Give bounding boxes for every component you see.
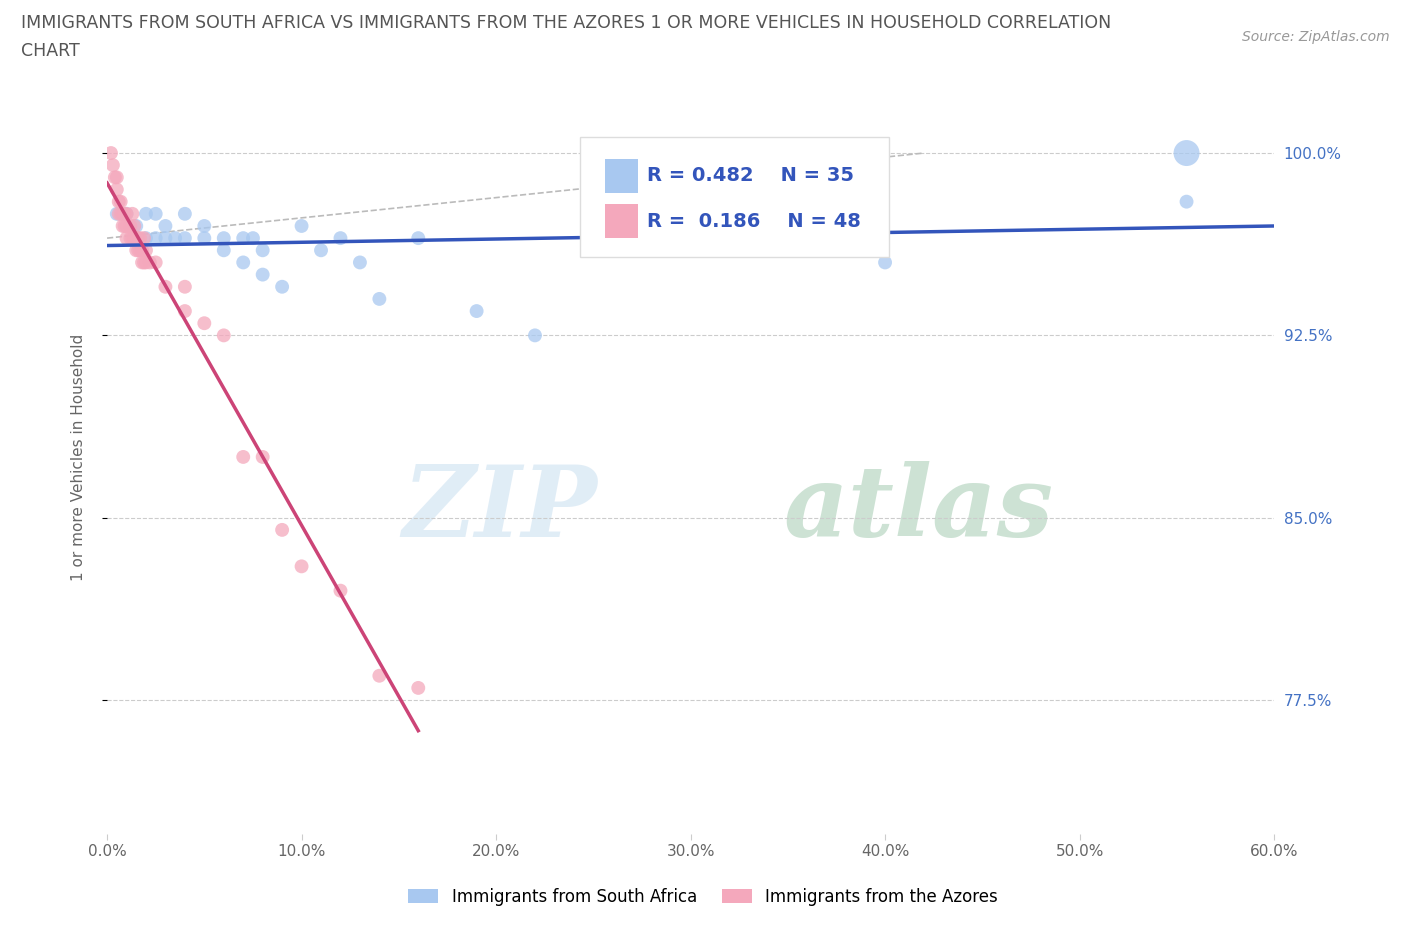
Point bbox=[329, 231, 352, 246]
Point bbox=[155, 219, 177, 233]
Text: ZIP: ZIP bbox=[402, 461, 598, 558]
Point bbox=[135, 206, 157, 221]
Point bbox=[114, 206, 136, 221]
Point bbox=[131, 255, 153, 270]
Point bbox=[406, 681, 429, 696]
Point bbox=[640, 219, 662, 233]
Point bbox=[349, 255, 371, 270]
Point bbox=[100, 146, 122, 161]
Point bbox=[155, 231, 177, 246]
Point bbox=[155, 279, 177, 294]
FancyBboxPatch shape bbox=[606, 159, 638, 193]
Point bbox=[107, 194, 129, 209]
Point bbox=[290, 559, 312, 574]
Point bbox=[271, 523, 294, 538]
Text: R = 0.482    N = 35: R = 0.482 N = 35 bbox=[647, 166, 855, 185]
Point bbox=[271, 279, 294, 294]
Point bbox=[124, 219, 146, 233]
Point bbox=[135, 255, 157, 270]
Point bbox=[115, 219, 138, 233]
Point bbox=[129, 231, 152, 246]
Text: IMMIGRANTS FROM SOUTH AFRICA VS IMMIGRANTS FROM THE AZORES 1 OR MORE VEHICLES IN: IMMIGRANTS FROM SOUTH AFRICA VS IMMIGRAN… bbox=[21, 14, 1111, 32]
Point bbox=[132, 255, 155, 270]
Point bbox=[1175, 146, 1198, 161]
Point bbox=[125, 231, 148, 246]
Point bbox=[105, 170, 128, 185]
Point bbox=[127, 231, 149, 246]
Point bbox=[115, 206, 138, 221]
Text: atlas: atlas bbox=[785, 461, 1054, 558]
Point bbox=[193, 316, 215, 331]
Point bbox=[173, 231, 195, 246]
Point bbox=[173, 303, 195, 318]
FancyBboxPatch shape bbox=[606, 205, 638, 238]
Point bbox=[368, 291, 391, 306]
Point bbox=[193, 219, 215, 233]
Point bbox=[145, 255, 167, 270]
Point bbox=[290, 219, 312, 233]
Text: CHART: CHART bbox=[21, 42, 80, 60]
Point bbox=[104, 170, 127, 185]
Point bbox=[139, 255, 162, 270]
Point bbox=[406, 231, 429, 246]
Point bbox=[212, 243, 235, 258]
Point bbox=[120, 231, 142, 246]
Point bbox=[115, 206, 138, 221]
Point bbox=[129, 243, 152, 258]
Point bbox=[105, 206, 128, 221]
Point bbox=[523, 328, 546, 343]
Point bbox=[110, 206, 132, 221]
Point bbox=[114, 219, 136, 233]
Point bbox=[127, 243, 149, 258]
Point bbox=[368, 669, 391, 684]
Point bbox=[125, 243, 148, 258]
Text: R =  0.186    N = 48: R = 0.186 N = 48 bbox=[647, 211, 862, 231]
Point bbox=[232, 449, 254, 464]
Point bbox=[242, 231, 264, 246]
Point bbox=[121, 206, 143, 221]
Point bbox=[173, 206, 195, 221]
Point bbox=[135, 231, 157, 246]
Point bbox=[173, 279, 195, 294]
Point bbox=[640, 231, 662, 246]
Point bbox=[111, 219, 134, 233]
Point bbox=[873, 255, 896, 270]
Point bbox=[105, 182, 128, 197]
Point bbox=[131, 243, 153, 258]
Point bbox=[329, 583, 352, 598]
Point bbox=[165, 231, 187, 246]
Legend: Immigrants from South Africa, Immigrants from the Azores: Immigrants from South Africa, Immigrants… bbox=[402, 881, 1004, 912]
Point bbox=[252, 243, 274, 258]
Point bbox=[101, 158, 124, 173]
Point bbox=[232, 255, 254, 270]
Point bbox=[132, 231, 155, 246]
Y-axis label: 1 or more Vehicles in Household: 1 or more Vehicles in Household bbox=[72, 333, 86, 580]
Point bbox=[193, 231, 215, 246]
Point bbox=[212, 231, 235, 246]
Point bbox=[1175, 194, 1198, 209]
Point bbox=[120, 219, 142, 233]
FancyBboxPatch shape bbox=[579, 137, 889, 258]
Point bbox=[124, 231, 146, 246]
Point bbox=[145, 231, 167, 246]
Point bbox=[252, 449, 274, 464]
Point bbox=[111, 206, 134, 221]
Text: Source: ZipAtlas.com: Source: ZipAtlas.com bbox=[1241, 30, 1389, 44]
Point bbox=[135, 243, 157, 258]
Point bbox=[115, 231, 138, 246]
Point bbox=[309, 243, 332, 258]
Point bbox=[252, 267, 274, 282]
Point bbox=[212, 328, 235, 343]
Point bbox=[110, 194, 132, 209]
Point bbox=[107, 206, 129, 221]
Point bbox=[232, 231, 254, 246]
Point bbox=[125, 219, 148, 233]
Point bbox=[145, 206, 167, 221]
Point bbox=[465, 303, 488, 318]
Point bbox=[121, 231, 143, 246]
